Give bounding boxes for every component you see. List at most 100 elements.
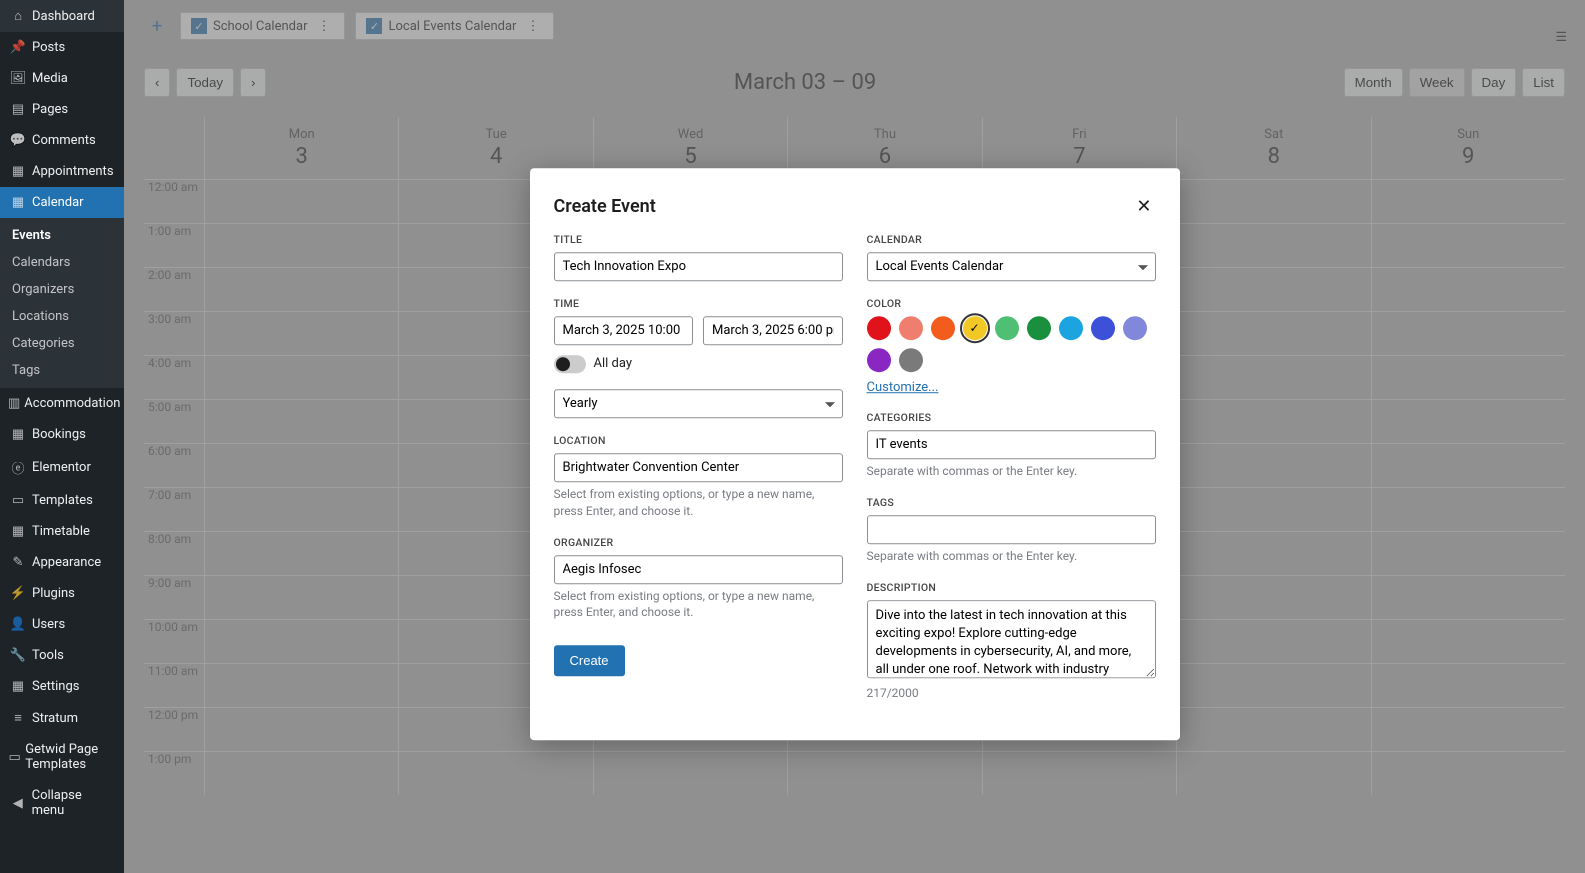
color-label: COLOR [867, 297, 1156, 310]
getwid-icon: ▭ [8, 750, 21, 765]
sidebar-item-posts[interactable]: 📌 Posts [0, 32, 124, 63]
sidebar-item-label: Accommodation [24, 396, 120, 411]
sidebar-item-label: Stratum [32, 711, 78, 726]
sidebar-item-label: Plugins [32, 586, 75, 601]
sidebar-item-users[interactable]: 👤 Users [0, 609, 124, 640]
sidebar-sub-locations[interactable]: Locations [0, 303, 124, 330]
main-content: + ✓School Calendar⋮✓Local Events Calenda… [124, 0, 1585, 873]
sidebar-item-dashboard[interactable]: ⌂ Dashboard [0, 0, 124, 32]
tmpl-icon: ▭ [8, 493, 28, 508]
plugin-icon: ⚡ [8, 586, 28, 601]
all-day-toggle[interactable] [554, 355, 586, 373]
description-label: DESCRIPTION [867, 581, 1156, 594]
sidebar-item-label: Pages [32, 102, 68, 117]
sidebar-item-tools[interactable]: 🔧Tools [0, 640, 124, 671]
organizer-input[interactable] [554, 555, 843, 584]
sidebar-item-elementor[interactable]: ⓔElementor [0, 450, 124, 485]
color-swatch[interactable] [995, 316, 1019, 340]
end-time-input[interactable] [703, 316, 843, 345]
sidebar-item-pages[interactable]: ▤ Pages [0, 94, 124, 125]
sidebar-item-stratum[interactable]: ≡ Stratum [0, 702, 124, 734]
categories-helper: Separate with commas or the Enter key. [867, 463, 1156, 480]
sidebar-item-plugins[interactable]: ⚡ Plugins [0, 578, 124, 609]
sidebar-sub-organizers[interactable]: Organizers [0, 276, 124, 303]
categories-label: CATEGORIES [867, 411, 1156, 424]
calendar-select[interactable]: Local Events Calendar [867, 252, 1156, 281]
pin-icon: 📌 [8, 40, 28, 55]
title-label: TITLE [554, 233, 843, 246]
collapse-icon: ◀ [8, 796, 28, 811]
categories-input[interactable] [867, 430, 1156, 459]
sidebar-sub-events[interactable]: Events [0, 222, 124, 249]
sidebar-item-settings[interactable]: ▦ Settings [0, 671, 124, 702]
users-icon: 👤 [8, 617, 28, 632]
location-label: LOCATION [554, 434, 843, 447]
organizer-helper: Select from existing options, or type a … [554, 588, 843, 622]
location-input[interactable] [554, 453, 843, 482]
sidebar-item-label: Users [32, 617, 65, 632]
comment-icon: 💬 [8, 133, 28, 148]
calendar-label: CALENDAR [867, 233, 1156, 246]
sidebar-sub-categories[interactable]: Categories [0, 330, 124, 357]
stratum-icon: ≡ [8, 710, 28, 726]
sidebar-item-label: Elementor [32, 460, 91, 475]
color-swatch[interactable] [931, 316, 955, 340]
sidebar-item-appearance[interactable]: ✎Appearance [0, 547, 124, 578]
location-helper: Select from existing options, or type a … [554, 486, 843, 520]
tags-helper: Separate with commas or the Enter key. [867, 548, 1156, 565]
sidebar-item-bookings[interactable]: ▦ Bookings [0, 419, 124, 450]
sidebar-item-label: Bookings [32, 427, 86, 442]
create-button[interactable]: Create [554, 645, 625, 676]
tags-input[interactable] [867, 515, 1156, 544]
settings-icon: ▦ [8, 679, 28, 694]
sidebar-item-label: Appearance [32, 555, 101, 570]
sidebar-item-getwid-page-templates[interactable]: ▭Getwid Page Templates [0, 734, 124, 780]
sidebar-item-accommodation[interactable]: ▥ Accommodation [0, 388, 124, 419]
create-event-modal: Create Event ✕ TITLE TIME [530, 168, 1180, 740]
sidebar-item-label: Settings [32, 679, 79, 694]
sidebar-item-label: Comments [32, 133, 96, 148]
char-count: 217/2000 [867, 686, 1156, 700]
media-icon: 🖼 [8, 71, 28, 86]
sidebar-item-label: Dashboard [32, 9, 95, 24]
color-swatch[interactable] [1059, 316, 1083, 340]
appt-icon: ▦ [8, 164, 28, 179]
modal-title: Create Event [554, 196, 656, 217]
book-icon: ▦ [8, 427, 28, 442]
all-day-label: All day [594, 357, 633, 372]
color-swatch[interactable] [867, 316, 891, 340]
tags-label: TAGS [867, 496, 1156, 509]
customize-link[interactable]: Customize... [867, 380, 939, 395]
color-swatch[interactable] [899, 348, 923, 372]
sidebar-item-label: Posts [32, 40, 65, 55]
color-swatch[interactable] [1123, 316, 1147, 340]
title-input[interactable] [554, 252, 843, 281]
recurrence-select[interactable]: Yearly [554, 389, 843, 418]
sidebar-item-timetable[interactable]: ▦Timetable [0, 516, 124, 547]
sidebar-item-collapse-menu[interactable]: ◀Collapse menu [0, 780, 124, 826]
description-textarea[interactable]: Dive into the latest in tech innovation … [867, 600, 1156, 678]
admin-sidebar: ⌂ Dashboard 📌 Posts 🖼Media ▤ Pages 💬 Comments ▦ Ap… [0, 0, 124, 873]
sidebar-item-label: Templates [32, 493, 93, 508]
dash-icon: ⌂ [8, 8, 28, 24]
sidebar-item-appointments[interactable]: ▦ Appointments [0, 156, 124, 187]
color-swatch[interactable] [963, 316, 987, 340]
tools-icon: 🔧 [8, 648, 28, 663]
color-swatch[interactable] [1027, 316, 1051, 340]
sidebar-item-calendar[interactable]: ▦Calendar [0, 187, 124, 218]
sidebar-item-label: Timetable [32, 524, 90, 539]
sidebar-sub-calendars[interactable]: Calendars [0, 249, 124, 276]
close-icon[interactable]: ✕ [1132, 192, 1155, 221]
start-time-input[interactable] [554, 316, 694, 345]
sidebar-item-label: Appointments [32, 164, 114, 179]
sidebar-sub-tags[interactable]: Tags [0, 357, 124, 384]
color-swatch[interactable] [867, 348, 891, 372]
sidebar-item-comments[interactable]: 💬 Comments [0, 125, 124, 156]
page-icon: ▤ [8, 102, 28, 117]
organizer-label: ORGANIZER [554, 536, 843, 549]
color-swatch[interactable] [1091, 316, 1115, 340]
sidebar-item-templates[interactable]: ▭ Templates [0, 485, 124, 516]
color-swatch[interactable] [899, 316, 923, 340]
sidebar-item-media[interactable]: 🖼Media [0, 63, 124, 94]
accom-icon: ▥ [8, 396, 20, 411]
